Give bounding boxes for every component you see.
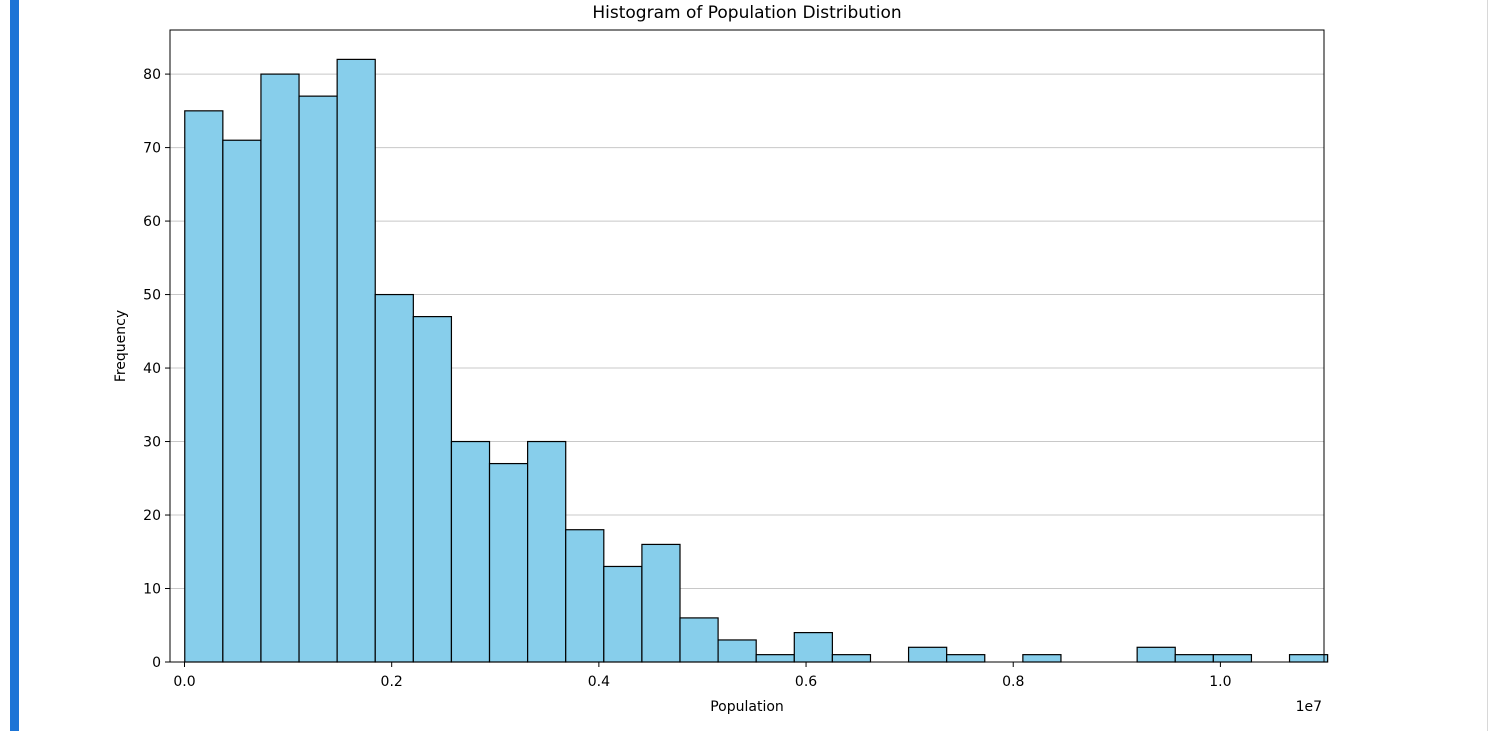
histogram-bar	[412, 316, 453, 663]
x-tick-label: 0.4	[588, 674, 610, 690]
y-tick-label: 0	[152, 655, 161, 671]
y-tick-label: 70	[143, 141, 161, 157]
histogram-bar	[260, 73, 300, 663]
histogram-bar	[1174, 654, 1214, 663]
y-tick-label: 30	[143, 435, 161, 451]
histogram-bar	[831, 654, 872, 663]
x-tick-label: 0.0	[173, 674, 195, 690]
x-axis-title: Population	[710, 699, 784, 715]
histogram-bar	[717, 639, 757, 663]
histogram-bar	[488, 462, 529, 663]
x-tick-label: 0.6	[795, 674, 817, 690]
histogram-bar	[793, 632, 833, 663]
histogram-bar	[755, 654, 795, 663]
x-tick-label: 0.8	[1002, 674, 1024, 690]
histogram-bar	[907, 646, 948, 663]
histogram-bar	[298, 95, 338, 663]
histogram-bar	[222, 139, 262, 663]
histogram-bar	[946, 654, 986, 663]
histogram-bar	[1288, 654, 1329, 663]
histogram-bar	[603, 565, 643, 663]
y-axis-title: Frequency	[113, 310, 129, 382]
histogram-bar	[527, 440, 567, 663]
y-tick-label: 60	[143, 214, 161, 230]
y-axis-ticks: 0 10 20 30 40 50 60 70 80	[143, 67, 170, 671]
x-tick-label: 1.0	[1209, 674, 1231, 690]
histogram-bar	[336, 58, 376, 663]
left-accent-bar	[10, 0, 19, 731]
grid-lines	[170, 73, 1324, 590]
x-axis-ticks: 0.0 0.2 0.4 0.6 0.8 1.0	[173, 662, 1232, 690]
histogram-bar	[184, 110, 224, 663]
histogram-bar	[641, 543, 681, 663]
x-axis-offset-label: 1e7	[1296, 699, 1322, 715]
histogram-bar	[450, 440, 491, 663]
histogram-bar	[374, 293, 414, 663]
y-tick-label: 80	[143, 67, 161, 83]
y-tick-label: 20	[143, 508, 161, 524]
histogram-bars	[184, 58, 1329, 663]
y-tick-label: 40	[143, 361, 161, 377]
chart-title: Histogram of Population Distribution	[592, 3, 901, 23]
plot-frame	[169, 29, 1325, 663]
histogram-bar	[1022, 654, 1062, 663]
histogram-bar	[1136, 646, 1176, 663]
histogram-bar	[679, 617, 719, 663]
right-panel-border	[1487, 0, 1488, 731]
x-tick-label: 0.2	[381, 674, 403, 690]
y-tick-label: 10	[143, 582, 161, 598]
y-tick-label: 50	[143, 288, 161, 304]
histogram-bar	[1212, 654, 1253, 663]
histogram-bar	[565, 529, 605, 663]
